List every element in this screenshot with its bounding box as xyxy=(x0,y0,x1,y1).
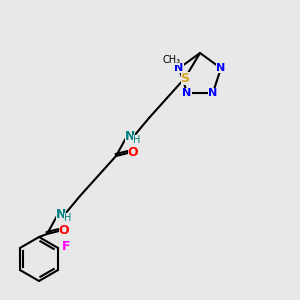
Text: H: H xyxy=(133,135,141,145)
Text: N: N xyxy=(182,88,192,98)
Text: N: N xyxy=(208,88,218,98)
Text: S: S xyxy=(181,71,190,85)
Text: N: N xyxy=(125,130,135,142)
Text: O: O xyxy=(128,146,138,158)
Text: N: N xyxy=(56,208,66,220)
Text: O: O xyxy=(59,224,69,236)
Text: H: H xyxy=(64,213,72,223)
Text: N: N xyxy=(216,63,226,73)
Text: N: N xyxy=(175,63,184,73)
Text: CH₃: CH₃ xyxy=(162,55,180,65)
Text: F: F xyxy=(62,239,70,253)
